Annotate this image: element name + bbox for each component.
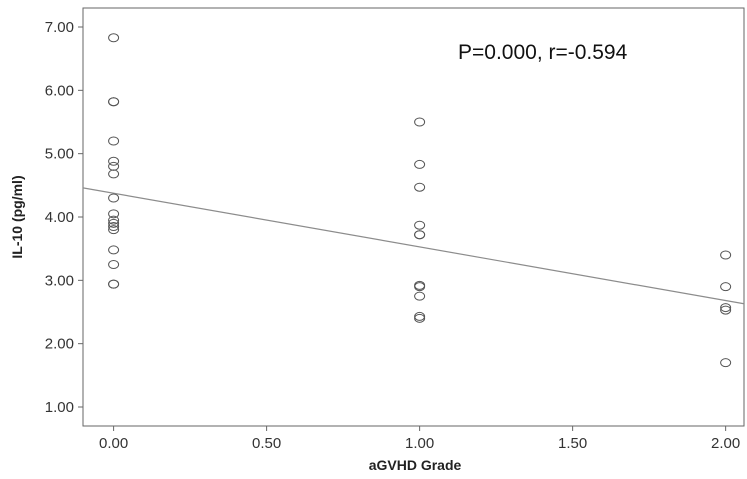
y-tick-label: 6.00 bbox=[45, 82, 74, 99]
data-point bbox=[720, 282, 732, 292]
data-point bbox=[108, 97, 120, 107]
data-point bbox=[108, 260, 120, 269]
y-tick-label: 1.00 bbox=[45, 399, 74, 416]
data-point bbox=[108, 193, 120, 203]
plot-area bbox=[82, 7, 745, 427]
data-point bbox=[108, 245, 120, 255]
data-point bbox=[414, 159, 426, 169]
correlation-annotation: P=0.000, r=-0.594 bbox=[458, 41, 628, 64]
y-tick-label: 5.00 bbox=[45, 146, 74, 163]
data-point bbox=[108, 33, 120, 43]
data-point bbox=[108, 136, 120, 146]
data-points bbox=[108, 33, 732, 368]
data-point bbox=[108, 156, 120, 166]
data-point bbox=[108, 218, 120, 228]
y-tick-label: 4.00 bbox=[45, 209, 74, 226]
x-tick-label: 2.00 bbox=[711, 435, 740, 452]
data-point bbox=[720, 358, 732, 368]
data-point bbox=[108, 279, 120, 289]
data-point bbox=[414, 282, 426, 292]
data-point bbox=[414, 291, 426, 301]
x-axis-title: aGVHD Grade bbox=[369, 457, 462, 473]
data-point bbox=[108, 209, 120, 219]
data-point bbox=[414, 220, 426, 230]
data-point bbox=[414, 117, 426, 127]
data-point bbox=[108, 222, 120, 231]
x-tick-label: 0.50 bbox=[252, 435, 281, 452]
data-point bbox=[414, 313, 426, 323]
y-axis-title: IL-10 (pg/ml) bbox=[9, 175, 25, 258]
data-point bbox=[720, 250, 732, 260]
x-tick-label: 0.00 bbox=[99, 435, 128, 452]
y-tick-label: 7.00 bbox=[45, 19, 74, 36]
data-point bbox=[108, 169, 120, 179]
y-axis: 1.00 2.00 3.00 4.00 5.00 6.00 7.00 bbox=[45, 19, 83, 416]
data-point bbox=[108, 215, 120, 225]
x-tick-label: 1.00 bbox=[405, 435, 434, 452]
data-point bbox=[720, 305, 732, 315]
x-tick-label: 1.50 bbox=[558, 435, 587, 452]
data-point bbox=[720, 303, 732, 313]
data-point bbox=[108, 225, 120, 235]
regression-line bbox=[82, 187, 745, 305]
y-tick-label: 3.00 bbox=[45, 272, 74, 289]
data-point bbox=[414, 182, 426, 192]
data-point bbox=[414, 230, 426, 240]
y-tick-label: 2.00 bbox=[45, 336, 74, 353]
x-axis: 0.00 0.50 1.00 1.50 2.00 bbox=[99, 426, 740, 452]
